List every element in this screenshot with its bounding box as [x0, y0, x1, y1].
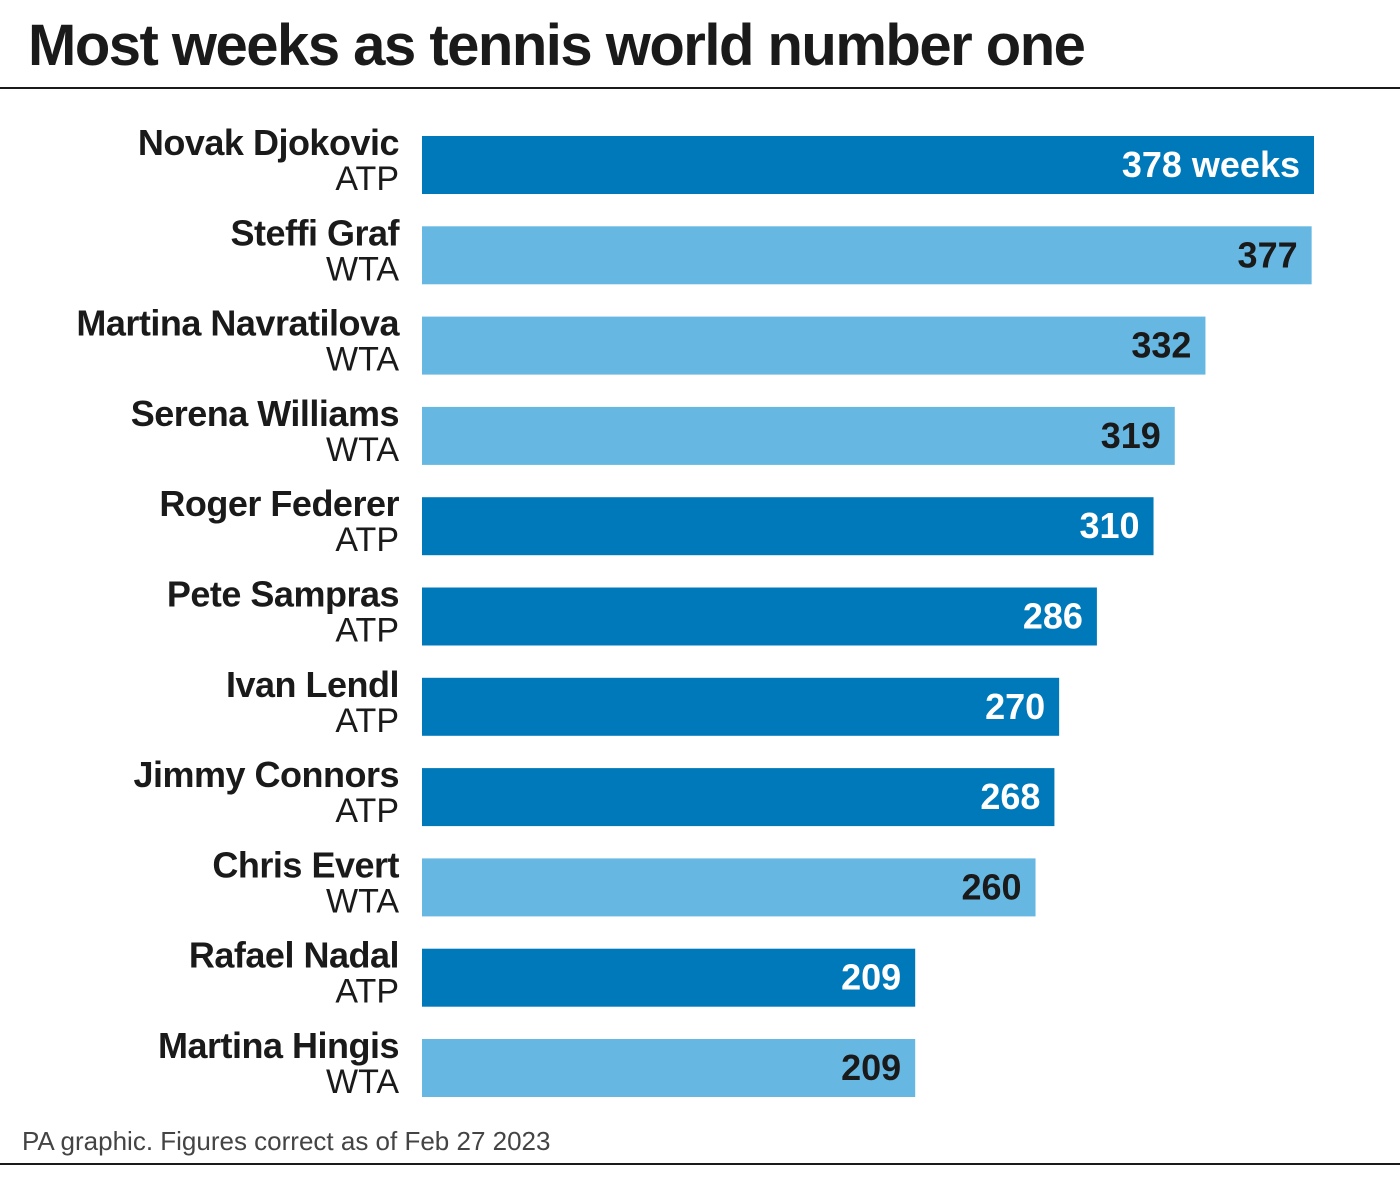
player-name-martina-navratilova: Martina Navratilova — [76, 303, 400, 344]
tour-label-martina-navratilova: WTA — [326, 341, 399, 379]
value-label-martina-navratilova: 332 — [1131, 325, 1191, 366]
player-name-martina-hingis: Martina Hingis — [158, 1025, 399, 1066]
player-name-roger-federer: Roger Federer — [159, 483, 399, 524]
tour-label-ivan-lendl: ATP — [335, 702, 399, 740]
tour-label-rafael-nadal: ATP — [335, 973, 399, 1011]
bar-ivan-lendl — [422, 677, 1060, 736]
value-label-ivan-lendl: 270 — [985, 686, 1045, 727]
value-label-rafael-nadal: 209 — [841, 957, 901, 998]
bar-chris-evert — [422, 858, 1036, 917]
tour-label-jimmy-connors: ATP — [335, 792, 399, 830]
player-name-steffi-graf: Steffi Graf — [230, 212, 400, 253]
bar-novak-djokovic — [422, 136, 1314, 194]
tour-label-chris-evert: WTA — [326, 882, 399, 920]
footer-divider — [0, 1163, 1400, 1165]
player-name-novak-djokovic: Novak Djokovic — [138, 122, 399, 163]
title-divider — [0, 87, 1400, 89]
value-label-pete-sampras: 286 — [1023, 596, 1083, 637]
value-label-steffi-graf: 377 — [1238, 234, 1298, 275]
player-name-pete-sampras: Pete Sampras — [167, 574, 399, 615]
tour-label-novak-djokovic: ATP — [335, 160, 399, 198]
value-label-serena-williams: 319 — [1101, 415, 1161, 456]
bar-rafael-nadal — [422, 948, 916, 1007]
bar-martina-hingis — [422, 1039, 916, 1097]
bar-jimmy-connors — [422, 768, 1055, 827]
chart-title: Most weeks as tennis world number one — [28, 13, 1086, 78]
bar-serena-williams — [422, 406, 1175, 465]
bar-martina-navratilova — [422, 316, 1206, 375]
tour-label-martina-hingis: WTA — [326, 1063, 399, 1101]
tour-label-pete-sampras: ATP — [335, 612, 399, 650]
source-note: PA graphic. Figures correct as of Feb 27… — [22, 1126, 551, 1156]
player-name-serena-williams: Serena Williams — [131, 393, 399, 434]
bar-pete-sampras — [422, 587, 1097, 646]
value-label-chris-evert: 260 — [961, 866, 1021, 907]
value-label-martina-hingis: 209 — [841, 1047, 901, 1088]
player-name-chris-evert: Chris Evert — [212, 844, 399, 885]
player-name-jimmy-connors: Jimmy Connors — [133, 754, 399, 795]
value-label-novak-djokovic: 378 weeks — [1122, 144, 1300, 185]
value-label-roger-federer: 310 — [1079, 505, 1139, 546]
value-label-jimmy-connors: 268 — [980, 776, 1040, 817]
player-name-ivan-lendl: Ivan Lendl — [226, 664, 399, 705]
player-name-rafael-nadal: Rafael Nadal — [189, 935, 399, 976]
tour-label-roger-federer: ATP — [335, 521, 399, 559]
tour-label-serena-williams: WTA — [326, 431, 399, 469]
bar-steffi-graf — [422, 226, 1312, 285]
tour-label-steffi-graf: WTA — [326, 250, 399, 288]
bar-roger-federer — [422, 497, 1154, 556]
